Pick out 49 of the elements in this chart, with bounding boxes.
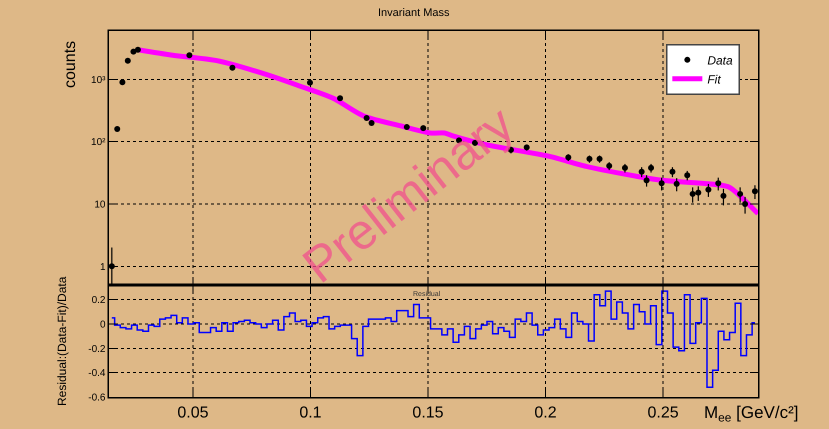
point xyxy=(114,126,120,132)
point xyxy=(742,200,748,207)
y-tick-label: 10 xyxy=(94,199,106,210)
y-tick-label: 1 xyxy=(100,262,106,273)
point xyxy=(622,164,628,171)
x-tick-label: 0.15 xyxy=(412,404,444,422)
point xyxy=(669,168,676,175)
legend-label: Data xyxy=(707,53,733,68)
point xyxy=(606,162,612,169)
y-tick-label: 10² xyxy=(91,137,106,148)
point xyxy=(596,156,603,162)
point xyxy=(337,95,344,102)
point xyxy=(737,190,744,197)
point xyxy=(705,186,712,193)
point xyxy=(124,58,131,64)
x-tick-label: 0.25 xyxy=(647,404,679,422)
point xyxy=(648,164,654,171)
y-tick-label: 0.2 xyxy=(92,295,106,306)
point xyxy=(720,192,726,199)
point xyxy=(684,172,690,178)
y-tick-label: -0.2 xyxy=(88,344,106,355)
y-axis-title: Residual:(Data-Fit)/Data xyxy=(55,276,69,406)
point xyxy=(586,156,592,162)
point xyxy=(119,79,126,86)
point xyxy=(306,80,313,86)
x-tick-label: 0.05 xyxy=(177,404,209,422)
y-tick-label: 10³ xyxy=(91,74,106,86)
y-axis-title: counts xyxy=(62,40,79,88)
y-tick-label: -0.6 xyxy=(88,392,106,404)
point xyxy=(524,144,530,150)
x-tick-label: 0.2 xyxy=(534,404,557,422)
point xyxy=(186,52,192,58)
x-tick-label: 0.1 xyxy=(299,404,322,422)
point xyxy=(565,154,572,160)
y-tick-label: 0 xyxy=(100,319,106,330)
point xyxy=(229,64,236,71)
point xyxy=(674,180,680,187)
x-axis-title: M$_{ee}$ [GeV/c²] xyxy=(704,403,798,425)
y-tick-label: -0.4 xyxy=(88,368,106,380)
chart-title: Invariant Mass xyxy=(378,7,450,19)
point xyxy=(658,180,665,186)
point xyxy=(715,180,722,186)
point xyxy=(690,190,696,197)
point xyxy=(134,46,141,53)
legend-label: Fit xyxy=(707,72,722,86)
point xyxy=(752,188,758,194)
point xyxy=(638,168,645,175)
point xyxy=(695,190,702,196)
point xyxy=(644,177,650,184)
